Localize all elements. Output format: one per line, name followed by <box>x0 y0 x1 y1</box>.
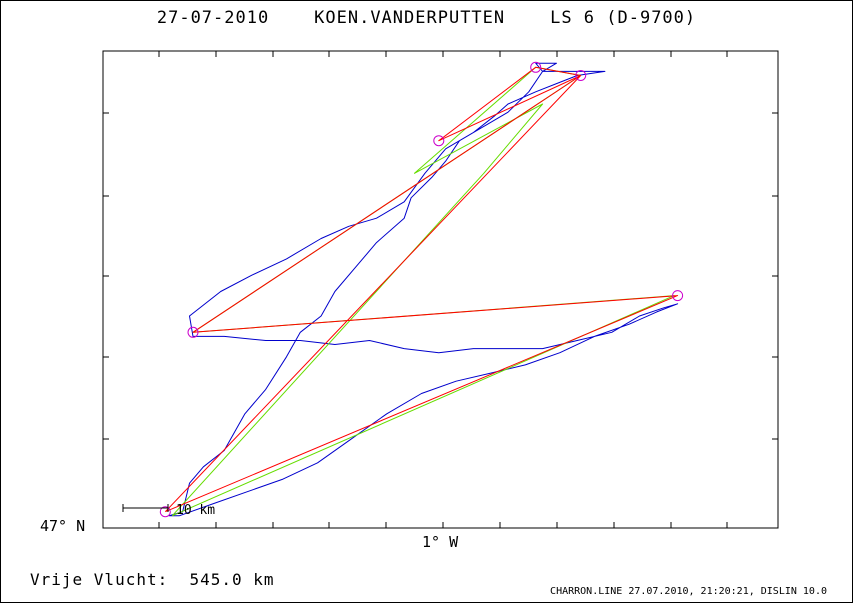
track-layer <box>164 62 679 517</box>
scale-bar-label: 10 km <box>176 503 215 518</box>
turnpoint-marker <box>672 290 684 302</box>
axis-ticks <box>103 51 778 528</box>
turnpoint-marker <box>433 135 445 147</box>
scale-bar: 10 km <box>122 503 215 518</box>
x-tick-label: 1° W <box>422 533 459 551</box>
plot-area <box>102 50 779 529</box>
free-flight-distance: Vrije Vlucht: 545.0 km <box>30 570 275 589</box>
y-tick-label: 47° N <box>40 517 85 535</box>
series-gps-track <box>168 62 679 517</box>
turnpoint-marker <box>530 61 542 73</box>
turnpoint-marker <box>187 326 199 338</box>
series-declared-legs <box>171 66 675 517</box>
series-optimised-legs <box>164 66 679 513</box>
footer-info: CHARRON.LINE 27.07.2010, 21:20:21, DISLI… <box>550 586 827 597</box>
turnpoint-marker <box>575 70 587 81</box>
turnpoint-layer <box>159 61 684 518</box>
turnpoint-marker <box>159 506 171 518</box>
flight-title: 27-07-2010 KOEN.VANDERPUTTEN LS 6 (D-970… <box>156 8 697 28</box>
